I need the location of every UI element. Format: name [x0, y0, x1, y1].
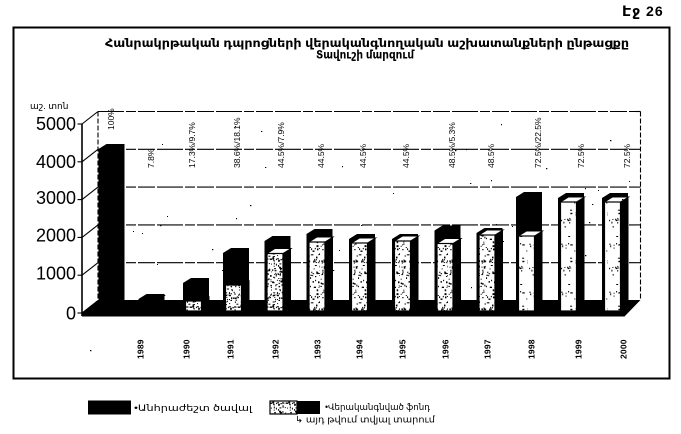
- svg-text:1991: 1991: [226, 339, 236, 359]
- svg-text:44.5%: 44.5%: [316, 143, 326, 168]
- svg-text:17.3%/9.7%: 17.3%/9.7%: [187, 122, 197, 168]
- svg-text:2000: 2000: [36, 226, 76, 246]
- svg-text:1999: 1999: [574, 339, 584, 359]
- svg-text:1993: 1993: [313, 339, 323, 359]
- svg-text:48.5%/5.3%: 48.5%/5.3%: [447, 122, 457, 168]
- svg-text:0: 0: [66, 304, 76, 324]
- svg-text:38.6%/18.1%: 38.6%/18.1%: [232, 117, 242, 168]
- svg-text:100%: 100%: [106, 108, 116, 130]
- svg-text:•Անհրաժեշտ ծավալ: •Անհրաժեշտ ծավալ: [134, 403, 253, 413]
- svg-text:1992: 1992: [271, 339, 281, 359]
- svg-text:Էջ 26: Էջ 26: [622, 3, 664, 19]
- svg-text:44.5%: 44.5%: [358, 143, 368, 168]
- svg-text:72.5%: 72.5%: [622, 143, 632, 168]
- svg-text:2000: 2000: [619, 339, 629, 359]
- svg-text:1990: 1990: [182, 339, 192, 359]
- svg-text:5000: 5000: [36, 114, 76, 134]
- svg-text:Հանրակրթական դպրոցների վերական: Հանրակրթական դպրոցների վերականգնողական ա…: [105, 37, 629, 50]
- svg-text:44.5%/7.9%: 44.5%/7.9%: [276, 122, 286, 168]
- svg-text:4000: 4000: [36, 152, 76, 172]
- svg-text:1000: 1000: [36, 264, 76, 284]
- svg-text:1995: 1995: [398, 339, 408, 359]
- svg-text:•Վերականգնված ֆոնդ: •Վերականգնված ֆոնդ: [325, 402, 430, 412]
- svg-text:1997: 1997: [483, 339, 493, 359]
- svg-text:3000: 3000: [36, 188, 76, 208]
- svg-text:72.5%/22.5%: 72.5%/22.5%: [533, 117, 543, 168]
- svg-text:աշ. տոն: աշ. տոն: [30, 101, 68, 111]
- svg-text:7.8%: 7.8%: [146, 148, 156, 168]
- svg-text:1994: 1994: [355, 339, 365, 359]
- svg-text:1996: 1996: [441, 339, 451, 359]
- svg-text:1989: 1989: [136, 339, 146, 359]
- svg-text:48.5%: 48.5%: [486, 143, 496, 168]
- svg-text:Տավուշի մարզում: Տավուշի մարզում: [316, 49, 415, 62]
- svg-text:44.5%: 44.5%: [401, 143, 411, 168]
- svg-text:72.5%: 72.5%: [576, 143, 586, 168]
- svg-text:1998: 1998: [527, 339, 537, 359]
- svg-text:↳ այդ թվում տվյալ տարում: ↳ այդ թվում տվյալ տարում: [295, 415, 435, 425]
